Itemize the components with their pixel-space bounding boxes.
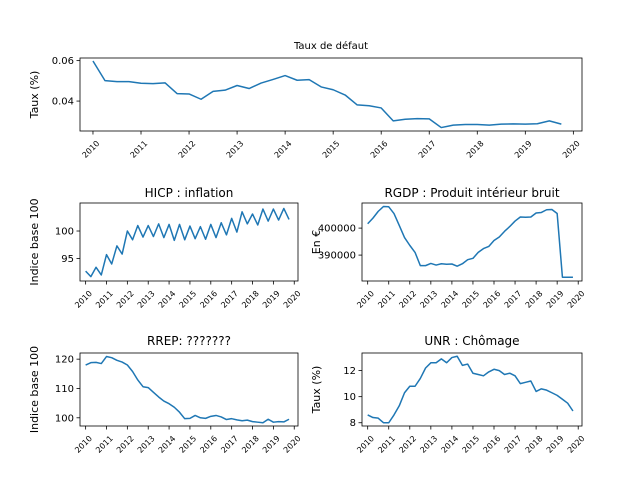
y-tick-label: 12 [343,366,356,377]
x-tick-label: 2015 [461,289,482,310]
y-tick-label: 120 [55,355,74,366]
x-tick-label: 2019 [261,289,282,310]
x-tick-label: 2011 [94,434,115,455]
x-tick-label: 2015 [178,434,199,455]
x-tick-label: 2017 [417,139,438,160]
x-tick-label: 2012 [177,139,198,160]
x-tick-label: 2018 [240,289,261,310]
series-line [367,205,573,278]
chart-defaut: Taux de défaut Taux (%) 2010 2011 2012 2013 20… [28,40,583,160]
x-tick-label: 2015 [321,139,342,160]
x-tick-label: 2019 [261,434,282,455]
y-tick-label: 10 [343,392,356,403]
x-tick-label: 2017 [503,434,524,455]
x-tick-label: 2016 [482,434,503,455]
series-line [367,355,574,424]
x-tick-label: 2019 [545,289,566,310]
axes-frame [361,202,583,282]
y-axis-label: Taux (%) [28,71,41,120]
x-tick-label: 2014 [157,289,178,310]
x-tick-label: 2013 [418,434,439,455]
x-tick-label: 2018 [465,139,486,160]
x-tick-label: 2010 [73,434,94,455]
chart-title: RREP: ??????? [147,334,231,348]
chart-title: HICP : inflation [145,186,234,200]
x-tick-label: 2014 [440,289,461,310]
x-tick-label: 2014 [273,139,294,160]
x-tick-label: 2020 [282,434,303,455]
x-tick-label: 2014 [440,434,461,455]
y-tick-label: 95 [61,254,74,265]
x-tick-label: 2013 [225,139,246,160]
chart-title: RGDP : Produit intérieur bruit [384,186,559,200]
x-tick-label: 2020 [566,289,587,310]
x-tick-label: 2012 [397,434,418,455]
axes-frame [79,202,299,282]
x-tick-label: 2010 [73,289,94,310]
x-tick-label: 2020 [561,139,582,160]
axes-frame [361,352,583,427]
x-tick-label: 2016 [198,289,219,310]
chart-title: Taux de défaut [293,40,368,52]
x-tick-label: 2011 [376,289,397,310]
x-tick-label: 2017 [219,434,240,455]
y-tick-label: 390000 [318,251,356,262]
y-tick-label: 100 [55,413,74,424]
y-tick-label: 100 [55,227,74,238]
x-tick-label: 2012 [115,289,136,310]
series-line [85,207,290,278]
x-tick-label: 2020 [566,434,587,455]
x-tick-label: 2013 [418,289,439,310]
chart-rrep: RREP: ??????? Indice base 100 2010 2011 2012… [28,334,303,455]
series-line [85,355,290,424]
x-tick-label: 2011 [129,139,150,160]
x-tick-label: 2013 [136,289,157,310]
x-tick-label: 2018 [524,434,545,455]
chart-title: UNR : Chômage [424,334,519,348]
x-tick-label: 2010 [81,139,102,160]
y-tick-label: 110 [55,384,74,395]
x-tick-label: 2012 [397,289,418,310]
y-axis-label: Taux (%) [310,366,323,415]
series-line [92,60,562,129]
x-tick-label: 2010 [355,289,376,310]
x-tick-label: 2018 [524,289,545,310]
x-tick-label: 2015 [178,289,199,310]
x-tick-label: 2012 [115,434,136,455]
x-tick-label: 2010 [355,434,376,455]
y-axis-label: En € [310,230,323,254]
x-tick-label: 2011 [94,289,115,310]
y-tick-label: 8 [350,418,356,429]
x-tick-label: 2013 [136,434,157,455]
x-tick-label: 2014 [157,434,178,455]
x-tick-label: 2016 [369,139,390,160]
y-tick-label: 0.06 [52,56,74,67]
x-tick-label: 2015 [461,434,482,455]
x-tick-label: 2019 [545,434,566,455]
axes-frame [79,57,583,132]
x-tick-label: 2019 [513,139,534,160]
x-tick-label: 2020 [282,289,303,310]
x-tick-label: 2016 [482,289,503,310]
axes-frame [79,352,299,427]
y-tick-label: 400000 [318,224,356,235]
y-axis-label: Indice base 100 [28,198,41,285]
x-tick-label: 2018 [240,434,261,455]
x-tick-label: 2016 [198,434,219,455]
x-tick-label: 2017 [219,289,240,310]
x-tick-label: 2011 [376,434,397,455]
x-tick-label: 2017 [503,289,524,310]
y-axis-label: Indice base 100 [28,346,41,433]
y-tick-label: 0.04 [52,97,74,108]
